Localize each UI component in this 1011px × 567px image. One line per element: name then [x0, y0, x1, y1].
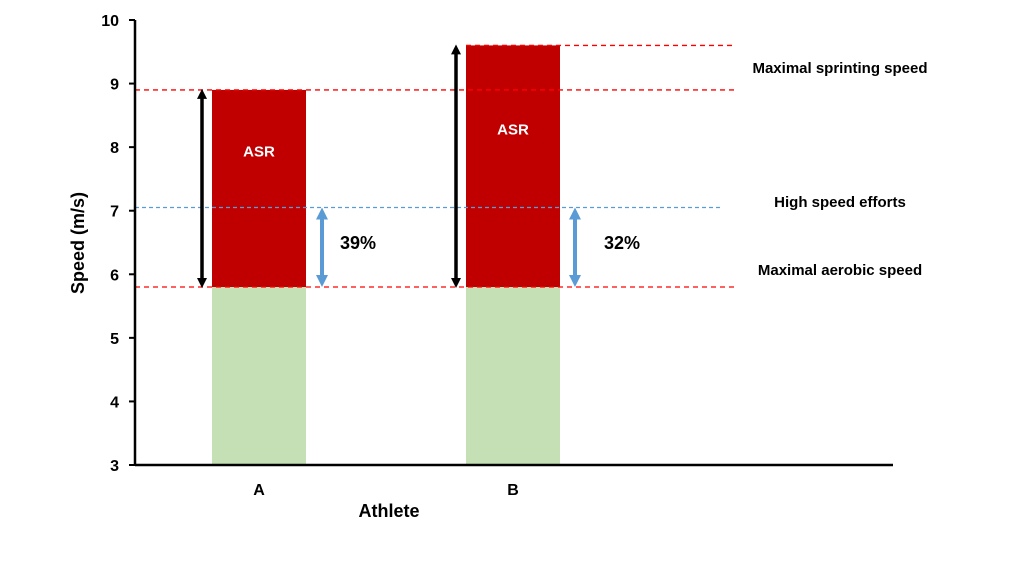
y-tick-label-6: 6 — [110, 267, 119, 284]
y-tick-label-10: 10 — [101, 13, 119, 30]
label-max-aerobic: Maximal aerobic speed — [758, 262, 922, 279]
pct-label-b: 32% — [604, 233, 640, 253]
label-high-speed: High speed efforts — [774, 194, 906, 211]
label-max-sprint: Maximal sprinting speed — [752, 60, 927, 77]
bar-base-a — [212, 287, 306, 465]
x-tick-label-a: A — [253, 482, 265, 499]
pct-label-a: 39% — [340, 233, 376, 253]
bar-base-b — [466, 287, 560, 465]
y-tick-label-3: 3 — [110, 458, 119, 475]
y-tick-label-5: 5 — [110, 331, 119, 348]
y-tick-label-4: 4 — [110, 394, 119, 411]
bar-label-asr-a: ASR — [243, 144, 275, 161]
y-axis-title: Speed (m/s) — [68, 192, 88, 294]
bar-asr-a — [212, 89, 306, 287]
x-tick-label-b: B — [507, 482, 519, 499]
x-axis-title: Athlete — [358, 501, 419, 521]
y-tick-label-7: 7 — [110, 204, 119, 221]
y-tick-label-9: 9 — [110, 77, 119, 94]
bar-label-asr-b: ASR — [497, 121, 529, 138]
bar-asr-b — [466, 45, 560, 287]
y-tick-label-8: 8 — [110, 140, 119, 157]
